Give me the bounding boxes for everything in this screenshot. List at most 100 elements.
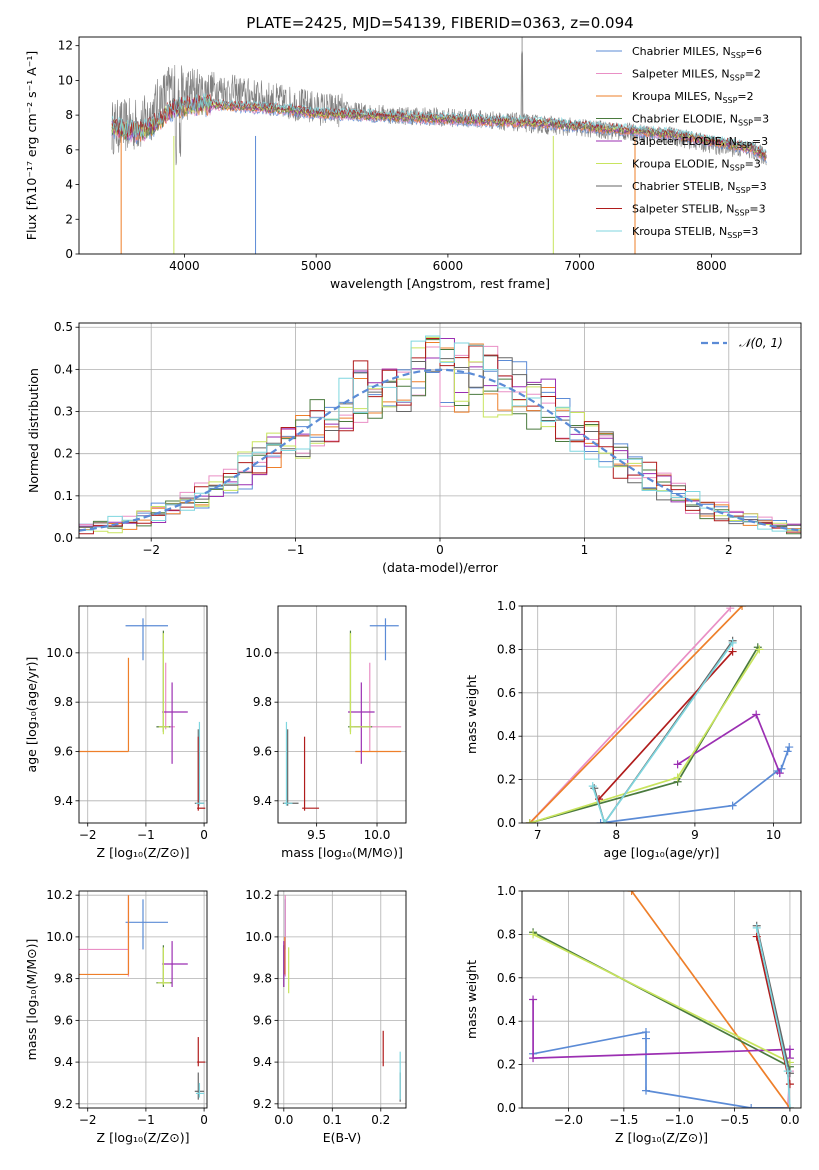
point-kroupa-miles <box>79 895 130 976</box>
mass-vs-extinction-xtick-label: 0.2 <box>371 1113 390 1127</box>
legend-suffix: =3 <box>745 158 761 171</box>
age-vs-mass-frame <box>277 605 407 824</box>
mass-vs-metallicity-panel: −2 −1 0 9.2 9.4 9.6 9.8 10.0 10.2 Z [log₁₀(Z/Z⊙)]… <box>24 888 208 1145</box>
mass-weight-vs-metallicity-ytick-label: 0.0 <box>497 1101 516 1115</box>
normal-curve <box>79 368 801 532</box>
age-vs-mass-xtick-label: 9.5 <box>307 828 326 842</box>
mass-weight-vs-age-xtick-label: 9 <box>691 828 699 842</box>
point-kroupa-elodie <box>158 633 170 735</box>
series-line <box>529 607 731 823</box>
series-marker <box>775 769 784 778</box>
series-marker <box>673 773 682 782</box>
mass-vs-metallicity-xlabel: Z [log₁₀(Z/Z⊙)] <box>97 1130 190 1145</box>
point-chabrier-elodie <box>348 630 373 732</box>
series-marker <box>785 1045 794 1054</box>
legend-sub: SSP <box>731 51 746 60</box>
mass-vs-extinction-xtick-label: 0.1 <box>323 1113 342 1127</box>
series-marker <box>755 645 764 654</box>
legend-sub: SSP <box>734 209 749 218</box>
series-kroupa-miles <box>627 891 794 1108</box>
series-marker <box>588 782 597 791</box>
mass-weight-vs-age-grid <box>522 605 801 824</box>
series-marker <box>525 819 534 823</box>
age-vs-mass-xlabel: mass [log₁₀(M/M⊙)] <box>281 845 403 860</box>
mass-weight-vs-metallicity-ylabel: mass weight <box>464 960 479 1039</box>
series-line <box>755 927 791 1108</box>
legend-label: Kroupa MILES, NSSP=2 <box>632 90 754 105</box>
mass-vs-extinction-ytick-label: 9.2 <box>253 1097 272 1111</box>
series-line <box>532 933 791 1064</box>
mass-weight-vs-metallicity-xtick-label: −2.0 <box>554 1113 583 1127</box>
residual-histogram-ytick-label: 0.4 <box>54 362 73 376</box>
point-chabrier-miles <box>369 618 399 661</box>
point-chabrier-miles <box>125 899 169 950</box>
plot-layer: 4000 5000 6000 7000 8000024681012wavelength … <box>24 36 802 1145</box>
spectrum-xtick-label: 4000 <box>169 259 200 273</box>
mass-vs-metallicity-ytick-label: 9.6 <box>54 1013 73 1027</box>
series-kroupa-elodie <box>525 645 764 823</box>
mass-vs-extinction-xlabel: E(B-V) <box>323 1130 362 1145</box>
legend-sub: SSP <box>737 141 752 150</box>
mass-weight-vs-metallicity-ytick-label: 0.6 <box>497 971 516 985</box>
legend-label: 𝒩(0, 1) <box>739 336 783 350</box>
residual-histogram-ytick-label: 0.2 <box>54 447 73 461</box>
series-marker <box>785 1080 794 1089</box>
legend-suffix: =2 <box>745 68 761 81</box>
legend-sub: SSP <box>722 96 737 105</box>
series-line <box>532 999 791 1059</box>
age-vs-metallicity-frame <box>78 605 208 824</box>
mass-weight-vs-metallicity-xtick-label: −1.5 <box>609 1113 638 1127</box>
model-spectrum-chabrier-elodie <box>111 97 767 159</box>
spectrum-xtick-label: 7000 <box>564 259 595 273</box>
point-kroupa-elodie <box>157 947 171 985</box>
point-kroupa-elodie <box>349 633 371 735</box>
legend-label: Kroupa ELODIE, NSSP=3 <box>632 158 761 173</box>
residual-histogram-xtick-label: −2 <box>142 543 160 557</box>
mass-vs-extinction-plot-area <box>283 895 401 1102</box>
point-chabrier-miles <box>125 618 169 661</box>
series-chabrier-elodie <box>525 643 762 823</box>
figure-title: PLATE=2425, MJD=54139, FIBERID=0363, z=0… <box>246 14 633 32</box>
age-vs-metallicity-plot-area <box>79 618 206 811</box>
residual-histogram-xtick-label: −1 <box>287 543 305 557</box>
mass-weight-vs-age-ytick-label: 0.2 <box>497 773 516 787</box>
legend-suffix: =3 <box>751 180 767 193</box>
mass-weight-vs-metallicity-xtick-label: 0.0 <box>780 1113 799 1127</box>
model-spectrum-kroupa-stelib <box>111 93 767 154</box>
residual-histogram-panel: −2 −1 0 1 2 0.0 0.1 0.2 0.3 0.4 0.5 (data-model)/er… <box>26 320 802 575</box>
series-marker <box>600 819 609 823</box>
mass-vs-extinction-frame <box>277 890 407 1109</box>
point-salpeter-elodie <box>162 682 188 764</box>
point-salpeter-stelib <box>197 1037 206 1067</box>
series-kroupa-stelib <box>752 923 794 1108</box>
legend-label: Salpeter MILES, NSSP=2 <box>632 68 761 83</box>
point-salpeter-elodie <box>348 682 375 764</box>
series-marker <box>783 747 792 756</box>
series-line <box>677 713 781 774</box>
spectrum-frame <box>78 36 802 255</box>
residual-histogram-xtick-label: 0 <box>436 543 444 557</box>
series-marker <box>529 1054 538 1063</box>
series-marker <box>642 1034 650 1043</box>
series-marker <box>728 801 737 810</box>
mass-weight-vs-metallicity-xtick-label: −0.5 <box>720 1113 749 1127</box>
mass-vs-metallicity-ylabel: mass [log₁₀(M/M⊙)] <box>24 939 39 1061</box>
legend-suffix: =3 <box>749 203 765 216</box>
histogram-kroupa-stelib <box>79 335 801 532</box>
mass-vs-metallicity-ytick-label: 9.8 <box>54 972 73 986</box>
series-line <box>591 642 734 823</box>
residual-histogram-xtick-label: 2 <box>725 543 733 557</box>
legend-label: Salpeter ELODIE, NSSP=3 <box>632 135 768 150</box>
series-line <box>529 606 743 823</box>
mass-weight-vs-age-frame <box>521 605 802 824</box>
mass-weight-vs-age-ytick-label: 0.0 <box>497 816 516 830</box>
age-vs-metallicity-ytick-label: 9.6 <box>54 744 73 758</box>
mass-weight-vs-age-ytick-label: 0.8 <box>497 642 516 656</box>
residual-histogram-ytick-label: 0.3 <box>54 405 73 419</box>
mass-weight-vs-age-plot-area <box>525 606 794 823</box>
series-salpeter-elodie <box>673 710 784 778</box>
age-vs-metallicity-xtick-label: −1 <box>137 828 155 842</box>
model-spectrum-salpeter-miles <box>111 99 767 162</box>
series-salpeter-miles <box>525 606 735 823</box>
point-chabrier-elodie <box>156 945 173 987</box>
